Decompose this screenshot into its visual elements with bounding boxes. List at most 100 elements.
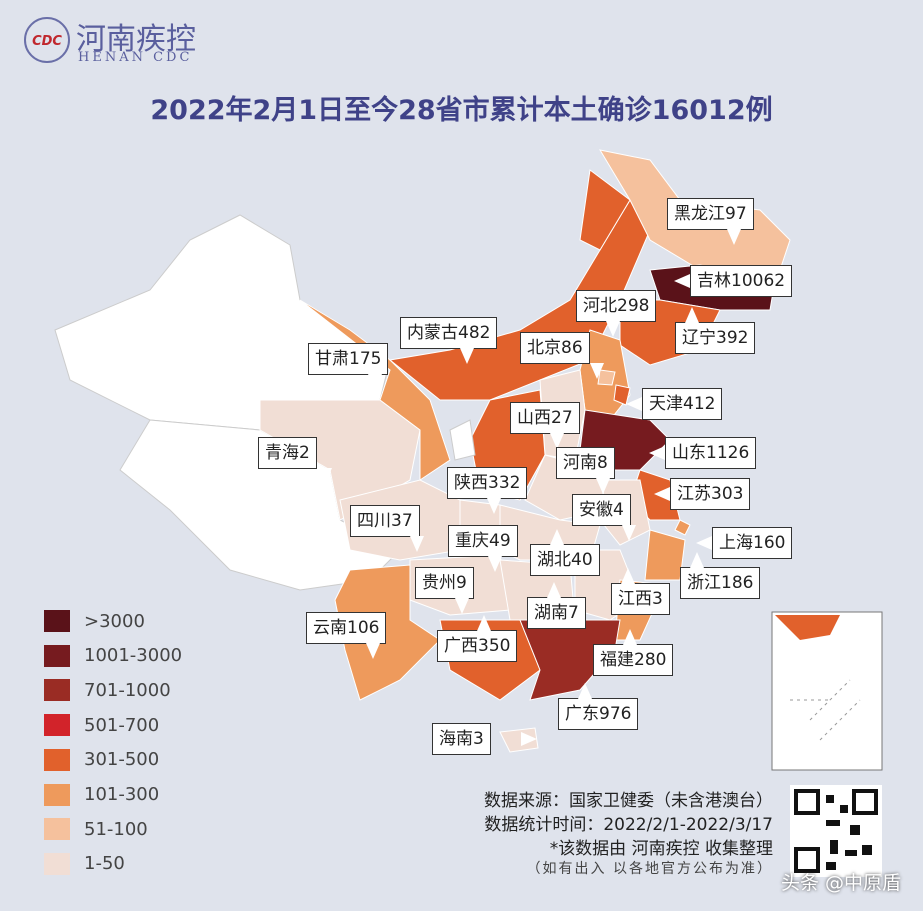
province-name: 辽宁 — [682, 328, 716, 348]
callout: 吉林10062 — [690, 265, 793, 297]
callout: 湖北40 — [530, 544, 600, 576]
callout-tail — [674, 274, 690, 288]
province-cases: 40 — [571, 550, 593, 570]
province-name: 广西 — [444, 636, 478, 656]
legend-swatch — [44, 714, 70, 737]
callout-wrap: 河北298 — [576, 290, 657, 337]
callout-tail — [649, 446, 665, 460]
province-name: 福建 — [600, 650, 634, 670]
province-cases: 303 — [711, 484, 744, 504]
callout-wrap: 山西27 — [510, 402, 580, 449]
callout-wrap: 福建280 — [593, 629, 674, 676]
legend-label: 701-1000 — [84, 679, 171, 701]
callout-wrap: 云南106 — [306, 612, 387, 659]
region-hulunbuir — [579, 169, 631, 251]
callout-wrap: 江苏303 — [654, 478, 751, 510]
qr-finder — [794, 789, 820, 815]
callout-wrap: 湖北40 — [530, 529, 600, 576]
legend-row: 1001-3000 — [44, 644, 182, 667]
province-cases: 976 — [599, 704, 632, 724]
callout-tail — [550, 529, 564, 545]
province-name: 天津 — [649, 394, 683, 414]
province-cases: 392 — [716, 328, 749, 348]
callout-tail — [696, 536, 712, 550]
region-guangdong — [519, 619, 621, 701]
callout-tail — [727, 229, 741, 245]
callout: 黑龙江97 — [667, 198, 754, 230]
region-ningxia — [449, 419, 476, 461]
province-cases: 2 — [299, 443, 310, 463]
region-hainan — [499, 727, 539, 753]
callout-tail — [606, 321, 620, 337]
region-xinjiang — [54, 214, 391, 431]
callout: 山东1126 — [665, 437, 757, 469]
province-cases: 280 — [634, 650, 667, 670]
callout: 天津412 — [642, 388, 723, 420]
qr-finder — [852, 789, 878, 815]
province-cases: 3 — [473, 729, 484, 749]
callout: 青海2 — [258, 437, 317, 469]
footer-credit: *该数据由 河南疾控 收集整理 — [549, 839, 773, 859]
inset-land — [775, 615, 840, 640]
province-cases: 9 — [456, 573, 467, 593]
callout-tail — [550, 433, 564, 449]
province-name: 吉林 — [697, 271, 731, 291]
province-cases: 186 — [721, 573, 754, 593]
province-cases: 298 — [617, 296, 650, 316]
callout: 云南106 — [306, 612, 387, 644]
legend-label: 1-50 — [84, 853, 125, 875]
callout-tail — [521, 732, 537, 746]
legend-row: 1-50 — [44, 852, 125, 875]
callout-wrap: 广西350 — [437, 615, 518, 662]
callout: 江西3 — [611, 583, 670, 615]
province-name: 黑龙江 — [674, 204, 725, 224]
callout-tail — [590, 363, 604, 379]
province-name: 江苏 — [677, 484, 711, 504]
province-cases: 4 — [613, 500, 624, 520]
province-name: 四川 — [357, 511, 391, 531]
province-name: 江西 — [618, 589, 652, 609]
callout: 重庆49 — [448, 525, 518, 557]
callout: 浙江186 — [680, 567, 761, 599]
callout-tail — [596, 478, 610, 494]
callout: 河北298 — [576, 290, 657, 322]
title: 2022年2月1日至今28省市累计本土确诊16012例 — [150, 95, 773, 126]
legend-row: 501-700 — [44, 714, 159, 737]
province-cases: 106 — [347, 618, 380, 638]
callout-tail — [623, 629, 637, 645]
callout-tail — [487, 498, 501, 514]
callout-wrap: 上海160 — [696, 527, 793, 559]
callout-wrap: 北京86 — [520, 332, 604, 379]
legend-swatch — [44, 610, 70, 632]
callout: 内蒙古482 — [400, 317, 498, 349]
callout-wrap: 辽宁392 — [675, 307, 756, 354]
callout: 四川37 — [350, 505, 420, 537]
province-name: 甘肃 — [315, 349, 349, 369]
callout-wrap: 天津412 — [626, 388, 723, 420]
callout: 广西350 — [437, 630, 518, 662]
province-cases: 350 — [478, 636, 511, 656]
callout-tail — [685, 307, 699, 323]
region-tianjin — [613, 384, 631, 406]
legend-label: 101-300 — [84, 784, 160, 805]
legend-swatch — [44, 748, 70, 771]
callout-wrap: 贵州9 — [415, 567, 474, 614]
province-name: 安徽 — [579, 500, 613, 520]
province-name: 陕西 — [454, 473, 488, 493]
legend-row: 51-100 — [44, 818, 148, 841]
province-name: 广东 — [565, 704, 599, 724]
legend-row: 301-500 — [44, 748, 159, 771]
province-name: 河北 — [583, 296, 617, 316]
callout-wrap: 内蒙古482 — [400, 317, 498, 364]
province-name: 重庆 — [455, 531, 489, 551]
province-cases: 86 — [561, 338, 583, 358]
callout-tail — [368, 374, 382, 390]
callout-wrap: 江西3 — [611, 568, 670, 615]
inset-frame — [771, 611, 883, 771]
legend-row: >3000 — [44, 610, 145, 632]
province-cases: 8 — [597, 453, 608, 473]
legend-row: 101-300 — [44, 783, 160, 806]
footer-note: （如有出入 以各地官方公布为准） — [526, 861, 773, 877]
